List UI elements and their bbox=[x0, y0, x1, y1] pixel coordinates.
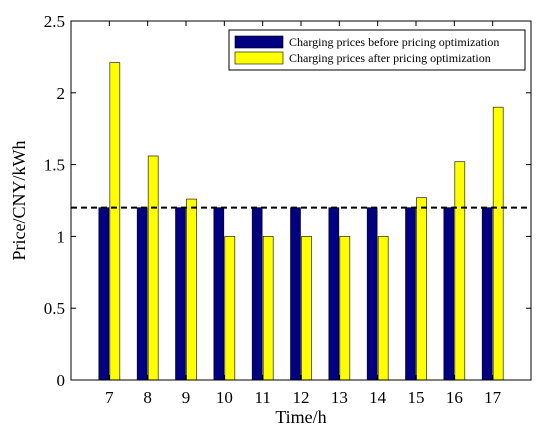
x-tick-label: 10 bbox=[216, 388, 233, 407]
legend-swatch bbox=[234, 35, 284, 49]
y-axis-title: Price/CNY/kWh bbox=[9, 141, 29, 261]
bar-before-13 bbox=[328, 207, 340, 381]
x-tick-label: 7 bbox=[105, 388, 114, 407]
x-tick-label: 16 bbox=[446, 388, 463, 407]
bar-before-11 bbox=[251, 207, 263, 381]
bar-after-9 bbox=[186, 198, 197, 381]
bar-before-8 bbox=[136, 207, 148, 381]
bar-before-14 bbox=[366, 207, 378, 381]
y-tick-label: 0 bbox=[57, 371, 66, 390]
bar-after-15 bbox=[416, 197, 427, 381]
y-tick-label: 2 bbox=[57, 84, 66, 103]
bar-before-9 bbox=[175, 207, 186, 381]
x-tick-label: 9 bbox=[182, 388, 191, 407]
bar-after-8 bbox=[147, 155, 159, 381]
legend-label: Charging prices after pricing optimizati… bbox=[289, 51, 491, 65]
bar-after-7 bbox=[109, 62, 121, 381]
legend: Charging prices before pricing optimizat… bbox=[228, 29, 526, 71]
x-tick-label: 12 bbox=[293, 388, 310, 407]
x-tick-label: 13 bbox=[331, 388, 348, 407]
x-tick-label: 8 bbox=[143, 388, 152, 407]
bar-before-10 bbox=[213, 207, 225, 381]
y-tick-label: 1 bbox=[57, 227, 66, 246]
y-tick-label: 0.5 bbox=[44, 299, 65, 318]
bar-after-12 bbox=[301, 236, 312, 381]
x-axis-title: Time/h bbox=[275, 407, 326, 427]
plot-area bbox=[71, 21, 531, 380]
y-tick-label: 1.5 bbox=[44, 156, 65, 175]
y-axis: 0 0.5 1 1.5 2 2.5 bbox=[44, 12, 531, 390]
x-tick-label: 14 bbox=[369, 388, 387, 407]
y-tick-label: 2.5 bbox=[44, 12, 65, 31]
bar-before-16 bbox=[443, 207, 455, 381]
bar-before-7 bbox=[98, 207, 110, 381]
bar-before-15 bbox=[405, 207, 416, 381]
bar-after-11 bbox=[262, 236, 274, 381]
legend-label: Charging prices before pricing optimizat… bbox=[289, 35, 499, 49]
x-tick-label: 17 bbox=[484, 388, 502, 407]
bar-before-17 bbox=[481, 207, 493, 381]
bar-after-17 bbox=[492, 106, 504, 381]
bar-after-16 bbox=[454, 161, 466, 381]
bar-after-14 bbox=[377, 236, 389, 381]
x-axis: 7 8 9 10 11 12 13 14 15 16 17 bbox=[105, 21, 502, 407]
x-tick-label: 15 bbox=[408, 388, 425, 407]
bar-after-13 bbox=[339, 236, 351, 381]
bar-after-10 bbox=[224, 236, 236, 381]
bar-before-12 bbox=[290, 207, 301, 381]
x-tick-label: 11 bbox=[254, 388, 270, 407]
legend-swatch bbox=[234, 51, 284, 65]
